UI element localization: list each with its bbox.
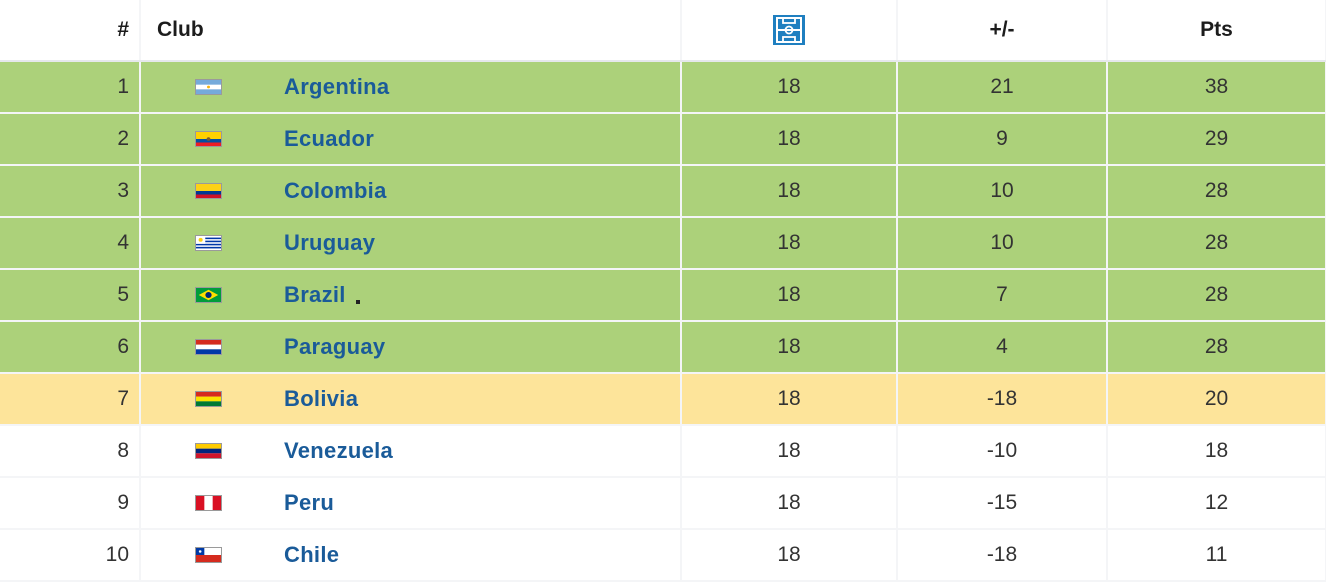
goal-difference-cell: 9 [897,113,1108,166]
played-cell: 18 [681,113,898,166]
table-row[interactable]: 1 Argentina 18 21 38 [0,61,1326,114]
club-cell: Chile [140,529,682,582]
table-row[interactable]: 7 Bolivia 18 -18 20 [0,373,1326,426]
points-cell: 38 [1107,61,1326,114]
venezuela-flag-icon [195,443,222,459]
played-header[interactable] [681,0,898,62]
played-cell: 18 [681,321,898,374]
played-cell: 18 [681,425,898,478]
points-cell: 28 [1107,217,1326,270]
club-link[interactable]: Chile [284,542,340,567]
uruguay-flag-icon [195,235,222,251]
rank-cell: 6 [0,321,141,374]
peru-flag-icon [195,495,222,511]
club-cell: Bolivia [140,373,682,426]
points-cell: 20 [1107,373,1326,426]
points-cell: 28 [1107,321,1326,374]
rank-cell: 3 [0,165,141,218]
ecuador-flag-icon [195,131,222,147]
rank-cell: 8 [0,425,141,478]
rank-cell: 5 [0,269,141,322]
goal-difference-header[interactable]: +/- [897,0,1108,62]
club-cell: Brazil [140,269,682,322]
rank-cell: 1 [0,61,141,114]
goal-difference-cell: 7 [897,269,1108,322]
points-cell: 29 [1107,113,1326,166]
club-link[interactable]: Paraguay [284,334,386,359]
played-cell: 18 [681,529,898,582]
club-link[interactable]: Brazil [284,282,346,307]
points-cell: 12 [1107,477,1326,530]
club-link[interactable]: Peru [284,490,335,515]
club-cell: Peru [140,477,682,530]
table-row[interactable]: 3 Colombia 18 10 28 [0,165,1326,218]
table-row[interactable]: 6 Paraguay 18 4 28 [0,321,1326,374]
rank-cell: 4 [0,217,141,270]
goal-difference-cell: 10 [897,217,1108,270]
club-link[interactable]: Uruguay [284,230,376,255]
bolivia-flag-icon [195,391,222,407]
goal-difference-cell: 4 [897,321,1108,374]
club-cell: Uruguay [140,217,682,270]
paraguay-flag-icon [195,339,222,355]
points-cell: 18 [1107,425,1326,478]
table-row[interactable]: 4 Uruguay 18 10 28 [0,217,1326,270]
played-cell: 18 [681,61,898,114]
goal-difference-cell: -15 [897,477,1108,530]
club-header[interactable]: Club [140,0,682,62]
chile-flag-icon [195,547,222,563]
played-cell: 18 [681,269,898,322]
marker-dot [355,300,360,304]
goal-difference-cell: -18 [897,373,1108,426]
club-link[interactable]: Bolivia [284,386,359,411]
club-cell: Paraguay [140,321,682,374]
points-cell: 28 [1107,165,1326,218]
brazil-flag-icon [195,287,222,303]
club-link[interactable]: Ecuador [284,126,375,151]
points-header[interactable]: Pts [1107,0,1326,62]
rank-cell: 7 [0,373,141,426]
rank-cell: 10 [0,529,141,582]
club-link[interactable]: Venezuela [284,438,394,463]
played-cell: 18 [681,477,898,530]
played-cell: 18 [681,165,898,218]
colombia-flag-icon [195,183,222,199]
club-cell: Ecuador [140,113,682,166]
club-cell: Venezuela [140,425,682,478]
club-cell: Colombia [140,165,682,218]
goal-difference-cell: 21 [897,61,1108,114]
club-link[interactable]: Argentina [284,74,390,99]
rank-cell: 9 [0,477,141,530]
table-row[interactable]: 9 Peru 18 -15 12 [0,477,1326,530]
rank-header[interactable]: # [0,0,141,62]
rank-cell: 2 [0,113,141,166]
goal-difference-cell: -18 [897,529,1108,582]
football-pitch-icon [773,15,805,45]
table-row[interactable]: 8 Venezuela 18 -10 18 [0,425,1326,478]
played-cell: 18 [681,373,898,426]
header-row: # Club +/- Pts [0,0,1326,62]
played-cell: 18 [681,217,898,270]
club-link[interactable]: Colombia [284,178,387,203]
points-cell: 11 [1107,529,1326,582]
goal-difference-cell: -10 [897,425,1108,478]
table-row[interactable]: 10 Chile 18 -18 11 [0,529,1326,582]
argentina-flag-icon [195,79,222,95]
goal-difference-cell: 10 [897,165,1108,218]
table-row[interactable]: 2 Ecuador 18 9 29 [0,113,1326,166]
table-row[interactable]: 5 Brazil 18 7 28 [0,269,1326,322]
points-cell: 28 [1107,269,1326,322]
club-cell: Argentina [140,61,682,114]
